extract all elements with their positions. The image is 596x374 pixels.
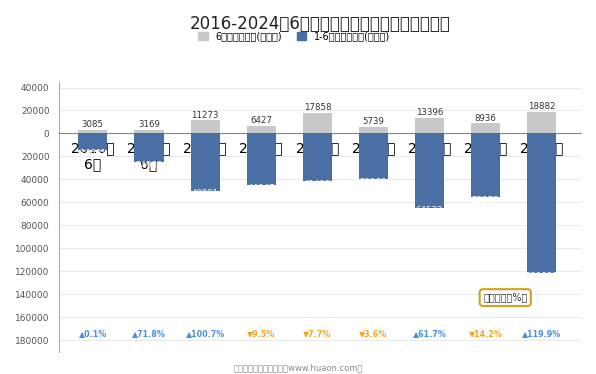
Bar xyxy=(191,120,220,134)
Text: 11273: 11273 xyxy=(191,111,219,120)
Text: 同比增速（%）: 同比增速（%） xyxy=(483,292,527,303)
Text: ▲0.1%: ▲0.1% xyxy=(79,329,107,338)
Text: 49991: 49991 xyxy=(191,190,219,199)
Text: ▼3.6%: ▼3.6% xyxy=(359,329,387,338)
Text: ▼9.5%: ▼9.5% xyxy=(247,329,275,338)
Text: ▲71.8%: ▲71.8% xyxy=(132,329,166,338)
Bar xyxy=(303,113,332,134)
Text: ▲61.7%: ▲61.7% xyxy=(412,329,446,338)
Bar xyxy=(471,123,500,134)
Text: 121929: 121929 xyxy=(525,272,558,281)
Text: ▲100.7%: ▲100.7% xyxy=(185,329,225,338)
Text: 24989: 24989 xyxy=(135,161,163,170)
Text: 17858: 17858 xyxy=(303,103,331,112)
Bar xyxy=(415,134,444,208)
Text: 3169: 3169 xyxy=(138,120,160,129)
Bar xyxy=(191,134,220,191)
Text: 44847: 44847 xyxy=(247,184,275,193)
Bar xyxy=(78,134,107,150)
Text: ▲119.9%: ▲119.9% xyxy=(522,329,561,338)
Bar xyxy=(247,126,276,134)
Text: 13396: 13396 xyxy=(416,108,443,117)
Text: 5739: 5739 xyxy=(362,117,384,126)
Bar xyxy=(303,134,332,181)
Bar xyxy=(359,134,388,179)
Bar xyxy=(527,134,556,273)
Text: 8936: 8936 xyxy=(474,114,496,123)
Bar xyxy=(78,130,107,134)
Bar xyxy=(359,127,388,134)
Text: 41413: 41413 xyxy=(303,180,331,188)
Text: 64532: 64532 xyxy=(416,206,443,215)
Text: ▼14.2%: ▼14.2% xyxy=(468,329,502,338)
Text: 6427: 6427 xyxy=(250,116,272,126)
Bar xyxy=(135,130,163,134)
Legend: 6月进出口总额(万美元), 1-6月进出口总额(万美元): 6月进出口总额(万美元), 1-6月进出口总额(万美元) xyxy=(194,27,394,45)
Bar xyxy=(415,118,444,134)
Text: 制图：华经产业研究院（www.huaon.com）: 制图：华经产业研究院（www.huaon.com） xyxy=(233,363,363,372)
Title: 2016-2024年6月宁波梅山综合保税区进出口总额: 2016-2024年6月宁波梅山综合保税区进出口总额 xyxy=(190,15,451,33)
Bar xyxy=(247,134,276,185)
Bar xyxy=(135,134,163,162)
Text: 14601: 14601 xyxy=(79,149,107,158)
Text: 18882: 18882 xyxy=(528,102,555,111)
Text: ▼7.7%: ▼7.7% xyxy=(303,329,331,338)
Bar xyxy=(471,134,500,197)
Text: 3085: 3085 xyxy=(82,120,104,129)
Text: 55378: 55378 xyxy=(472,196,499,205)
Text: 39968: 39968 xyxy=(360,178,387,187)
Bar xyxy=(527,112,556,134)
